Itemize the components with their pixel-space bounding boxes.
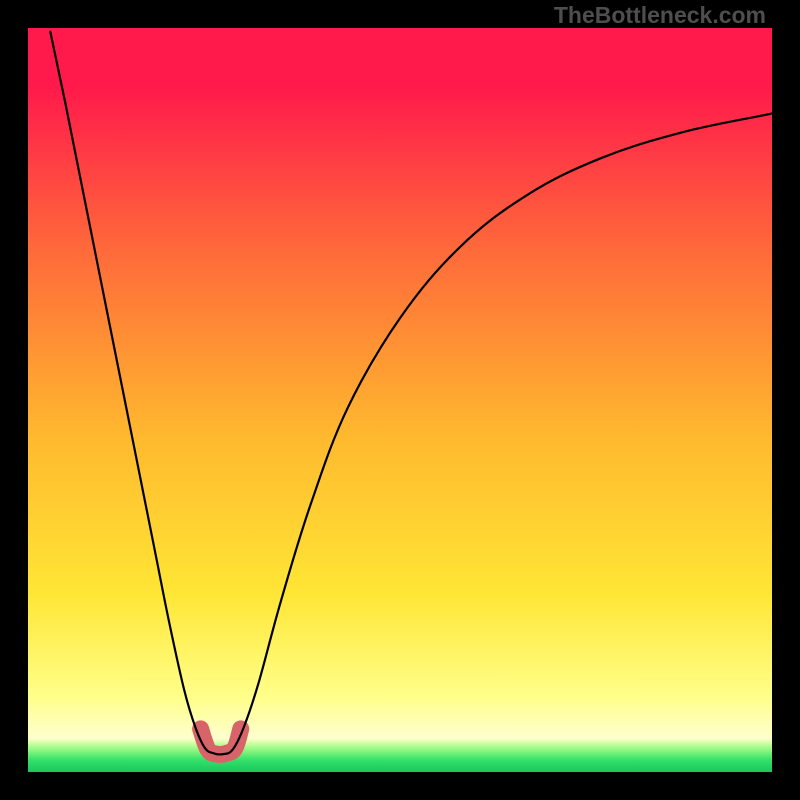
plot-area — [28, 28, 772, 772]
gradient-background — [28, 28, 772, 772]
chart-frame: TheBottleneck.com — [0, 0, 800, 800]
watermark-text: TheBottleneck.com — [554, 2, 766, 29]
